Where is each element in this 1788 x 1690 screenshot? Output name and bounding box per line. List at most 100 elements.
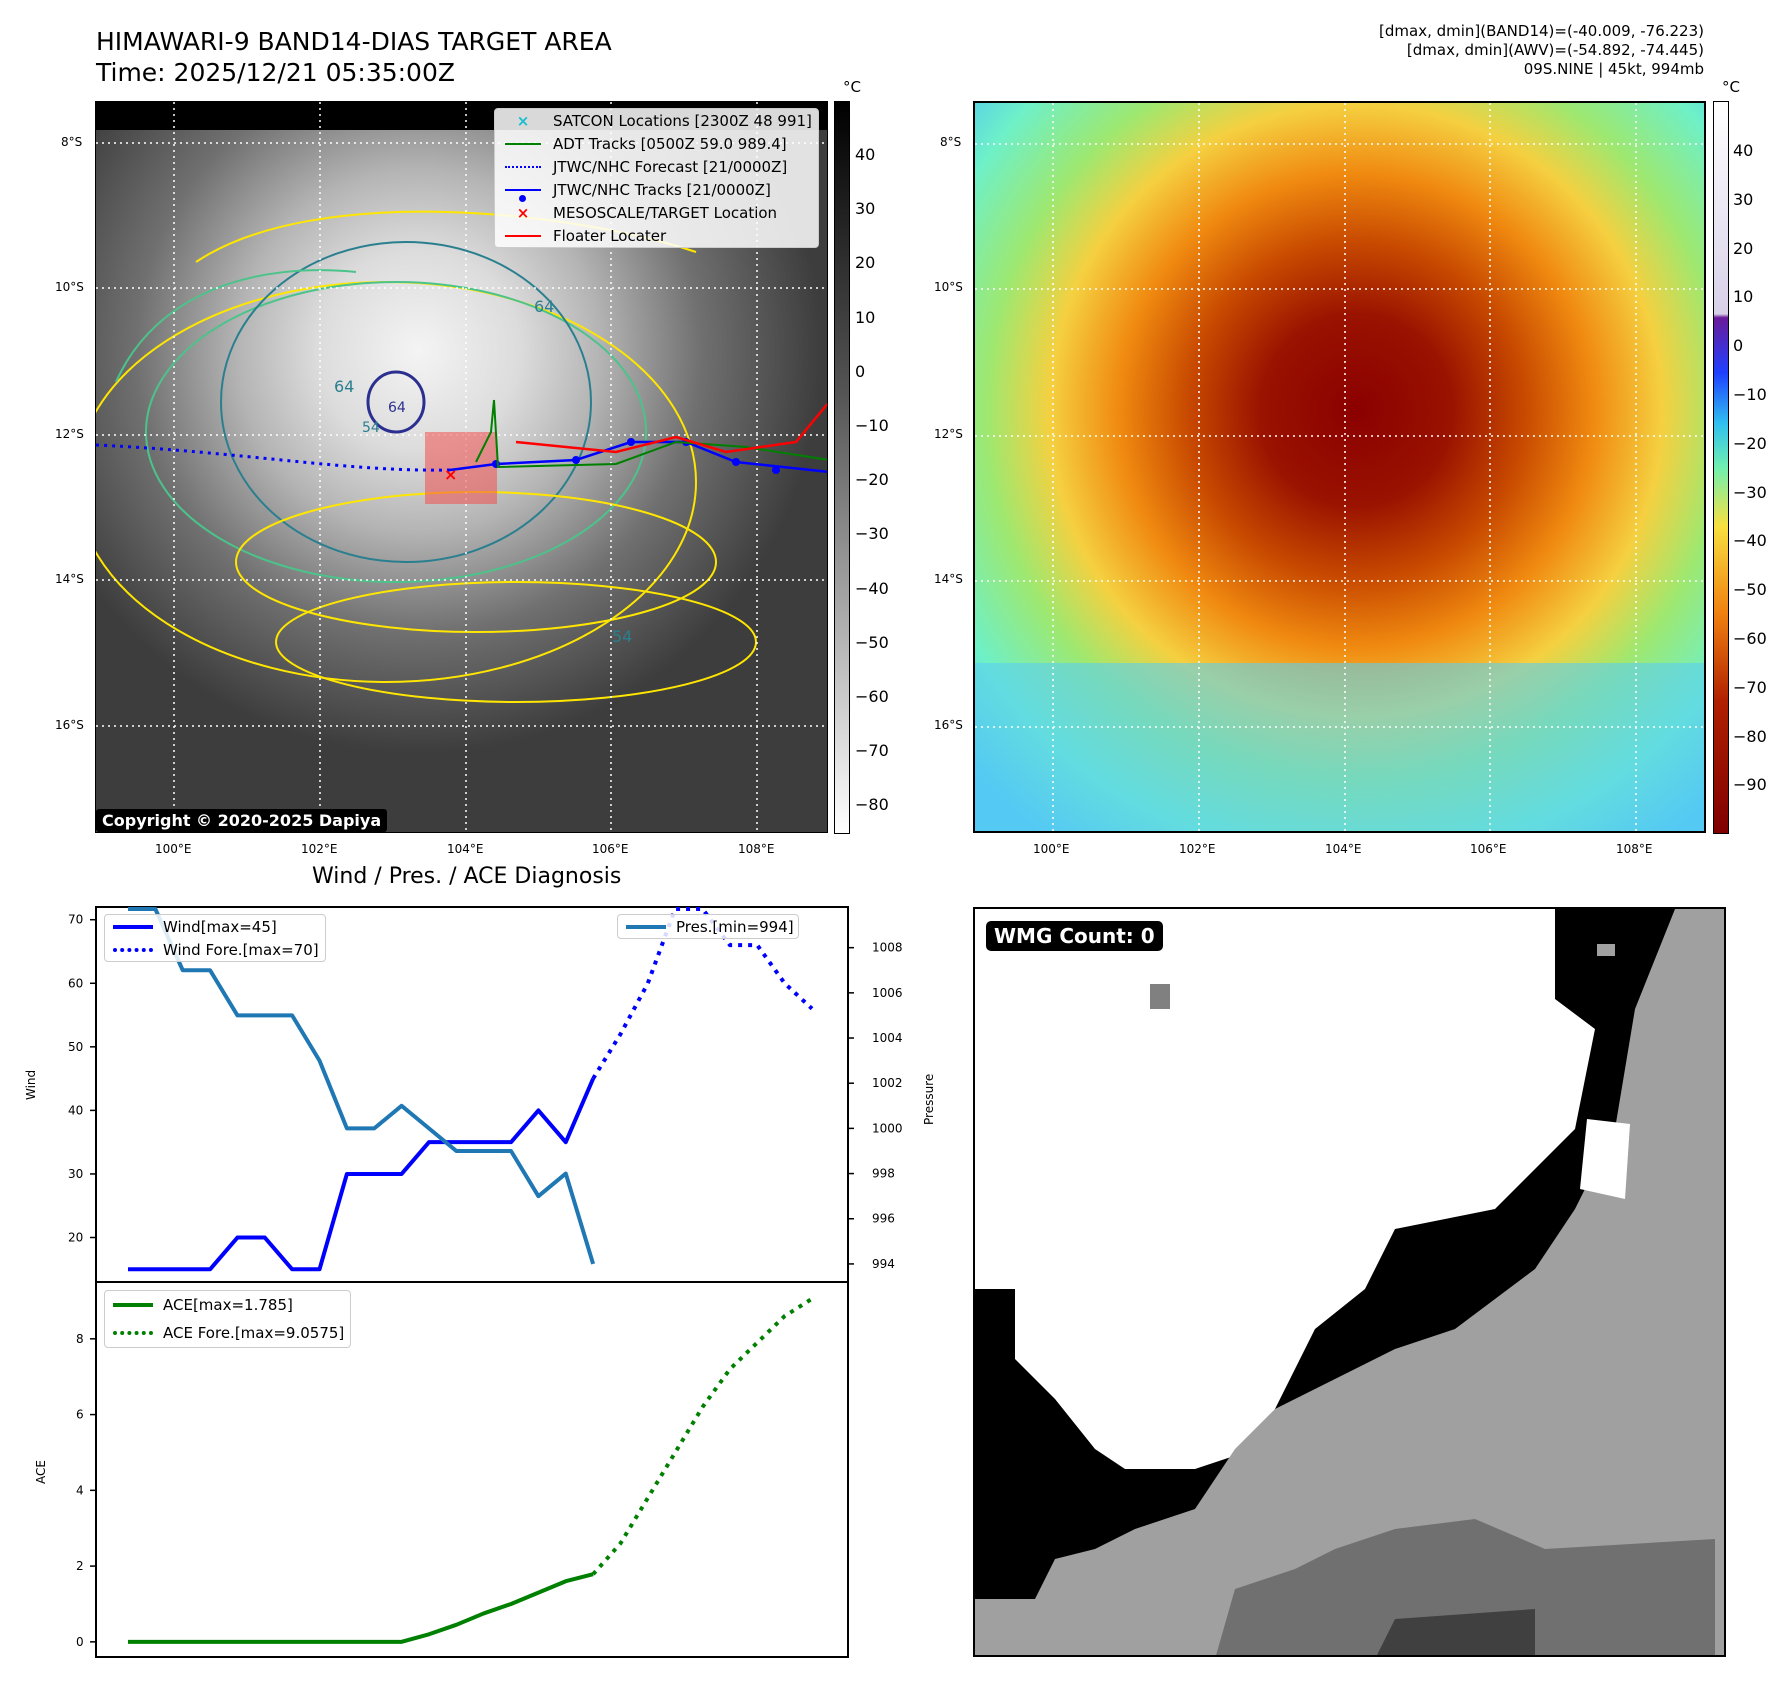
series-line-1 [591,907,814,1080]
legend-jtwc-tracks: JTWC/NHC Tracks [21/0000Z] [495,178,818,202]
colorbar-tick: −40 [855,578,889,598]
lon-tick: 100°E [155,842,192,856]
chart-title: HIMAWARI-9 BAND14-DIAS TARGET AREA Time:… [96,26,612,88]
ir-colorbar-unit: °C [843,78,861,96]
pressure-y-tick-label: 996 [872,1212,895,1226]
legend-target: × MESOSCALE/TARGET Location [516,203,778,222]
awv-map-panel [973,101,1706,833]
pressure-y-tick-label: 1002 [872,1076,903,1090]
lon-tick: 108°E [738,842,775,856]
colorbar-tick: −60 [1733,629,1767,648]
colorbar-tick: 20 [855,253,876,273]
colorbar-tick: −30 [1733,482,1767,502]
title-line-1: HIMAWARI-9 BAND14-DIAS TARGET AREA [96,27,612,56]
colorbar-tick: −60 [855,687,889,706]
lat-tick: 14°S [934,572,963,586]
ace-y-tick-label: 8 [76,1332,84,1346]
awv-colorbar [1713,101,1729,834]
colorbar-tick: −80 [855,795,889,815]
legend-ace-forecast: ACE Fore.[max=9.0575] [105,1319,344,1347]
colorbar-tick: −20 [1733,433,1767,453]
pressure-y-tick-label: 994 [872,1257,895,1271]
legend-pressure: Pres.[min=994] [618,915,794,938]
colorbar-tick: −70 [855,741,889,761]
lon-tick: 106°E [1470,842,1507,856]
pressure-legend: Pres.[min=994] [617,914,799,939]
ace-y-tick-label: 6 [76,1408,84,1422]
lon-tick: 102°E [1179,842,1216,856]
lat-tick: 14°S [55,572,84,586]
colorbar-tick: 30 [855,199,876,219]
legend-jtwc-forecast: JTWC/NHC Forecast [21/0000Z] [495,155,818,178]
awv-map-image [975,103,1704,831]
lat-tick: 8°S [61,135,83,149]
diagnosis-title: Wind / Pres. / ACE Diagnosis [312,864,622,889]
ace-axes-frame [95,1281,849,1658]
wind-y-tick-label: 40 [68,1103,83,1117]
ir-colorbar [834,101,850,834]
legend-satcon: × SATCON Locations [2300Z 48 991] [516,111,812,130]
colorbar-tick: −10 [1733,385,1767,404]
lat-tick: 12°S [934,427,963,441]
pressure-y-tick-label: 1000 [872,1121,903,1135]
colorbar-tick: 20 [1733,238,1754,258]
lat-tick: 10°S [934,280,963,294]
colorbar-tick: 0 [1733,336,1744,356]
lon-tick: 102°E [301,842,338,856]
colorbar-tick: −70 [1733,677,1767,697]
lat-tick: 16°S [934,718,963,732]
ace-y-tick-label: 2 [76,1559,84,1573]
lat-tick: 12°S [55,427,84,441]
colorbar-tick: 40 [855,145,876,164]
lon-tick: 108°E [1616,842,1653,856]
floater-locater-line [515,402,827,454]
target-marker: × [444,465,457,484]
legend-ace: ACE[max=1.785] [105,1291,344,1319]
colorbar-tick: −90 [1733,775,1767,795]
colorbar-tick: 40 [1733,141,1754,160]
legend-wind-forecast: Wind Fore.[max=70] [105,938,325,961]
series-line-0 [128,1077,595,1272]
ace-series-line-0 [128,1572,594,1644]
lon-tick: 106°E [592,842,629,856]
pressure-y-tick-label: 1006 [872,986,903,1000]
wmg-image [975,909,1724,1655]
legend-adt: ADT Tracks [0500Z 59.0 989.4] [495,132,818,155]
contour-label: 54 [362,420,380,436]
pressure-axis-label: Pressure [922,1073,936,1125]
pressure-y-tick-label: 1004 [872,1031,903,1045]
adt-track-line [475,399,827,469]
colorbar-tick: −30 [855,524,889,544]
colorbar-tick: −20 [855,470,889,490]
ace-y-tick-label: 4 [76,1483,84,1497]
wind-legend: Wind[max=45] Wind Fore.[max=70] [104,914,326,962]
ace-axis-label: ACE [34,1460,48,1484]
legend-wind: Wind[max=45] [105,915,325,938]
contour-label: 64 [534,297,554,316]
ace-series-line-1 [591,1297,814,1576]
wind-axes-frame [95,906,849,1283]
colorbar-tick: −10 [855,416,889,435]
colorbar-tick: −50 [855,632,889,652]
title-line-2: Time: 2025/12/21 05:35:00Z [96,58,455,87]
lon-tick: 104°E [447,842,484,856]
pressure-y-tick-label: 998 [872,1167,895,1181]
colorbar-tick: 30 [1733,189,1754,209]
wind-y-tick-label: 60 [68,976,83,990]
lon-tick: 104°E [1325,842,1362,856]
stats-header: [dmax, dmin](BAND14)=(-40.009, -76.223) … [1379,22,1704,79]
colorbar-tick: 10 [1733,287,1754,307]
contour-label: 64 [388,400,406,416]
colorbar-tick: 10 [855,307,876,327]
colorbar-tick: −40 [1733,531,1767,551]
wind-axis-label: Wind [24,1069,38,1100]
copyright-label: Copyright © 2020-2025 Dapiya [96,809,388,832]
band14-stats: [dmax, dmin](BAND14)=(-40.009, -76.223) [1379,22,1704,40]
wmg-panel: WMG Count: 0 [973,907,1726,1657]
contour-label: 54 [612,627,632,646]
awv-colorbar-unit: °C [1722,78,1740,96]
series-line-2 [128,907,596,1265]
lat-tick: 10°S [55,280,84,294]
map-legend: × SATCON Locations [2300Z 48 991] ADT Tr… [494,108,819,248]
